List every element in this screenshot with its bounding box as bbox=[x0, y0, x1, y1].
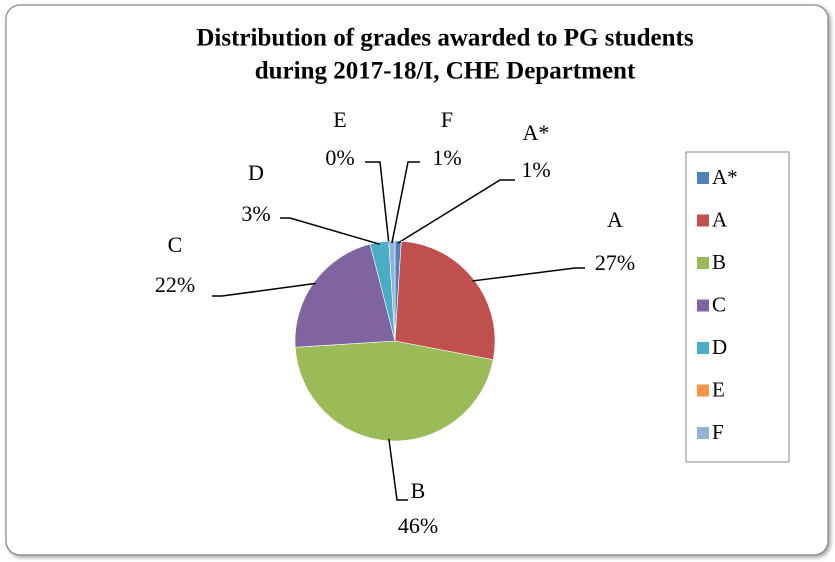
leader-line bbox=[391, 161, 420, 244]
pie-slice bbox=[294, 243, 396, 348]
slice-value-label: 22% bbox=[155, 272, 195, 297]
slice-label: D bbox=[248, 160, 264, 185]
slice-label: A bbox=[607, 207, 623, 232]
legend-label: A bbox=[712, 207, 728, 231]
leader-line bbox=[212, 282, 316, 297]
leader-line bbox=[280, 217, 380, 245]
legend-label: F bbox=[712, 420, 724, 444]
leader-line bbox=[472, 267, 585, 282]
slice-value-label: 1% bbox=[521, 157, 550, 182]
slice-label: C bbox=[168, 232, 183, 257]
pie-slice bbox=[394, 240, 496, 361]
legend-label: E bbox=[712, 377, 725, 401]
slice-label: A* bbox=[523, 120, 550, 145]
slice-value-label: 27% bbox=[595, 250, 635, 275]
legend-swatch bbox=[697, 342, 709, 354]
legend-swatch bbox=[697, 384, 709, 397]
slice-value-label: 1% bbox=[432, 145, 461, 170]
legend-label: A* bbox=[712, 165, 738, 189]
slice-label: E bbox=[333, 107, 346, 132]
chart-title: Distribution of grades awarded to PG stu… bbox=[196, 25, 694, 52]
legend-label: B bbox=[712, 250, 726, 274]
slice-value-label: 46% bbox=[398, 513, 438, 538]
leader-line bbox=[365, 161, 390, 244]
legend-swatch bbox=[697, 172, 709, 184]
legend-swatch bbox=[697, 299, 709, 312]
slice-value-label: 0% bbox=[325, 145, 354, 170]
slice-value-label: 3% bbox=[241, 201, 270, 226]
leader-line bbox=[388, 438, 408, 501]
legend-label: C bbox=[712, 292, 726, 316]
leader-line bbox=[397, 179, 515, 244]
legend-swatch bbox=[697, 427, 709, 439]
chart-title: during 2017-18/I, CHE Department bbox=[255, 58, 636, 85]
slice-label: F bbox=[441, 107, 453, 132]
slice-label: B bbox=[411, 478, 426, 503]
legend-swatch bbox=[697, 257, 709, 269]
legend-label: D bbox=[712, 335, 727, 359]
legend-swatch bbox=[697, 214, 709, 227]
